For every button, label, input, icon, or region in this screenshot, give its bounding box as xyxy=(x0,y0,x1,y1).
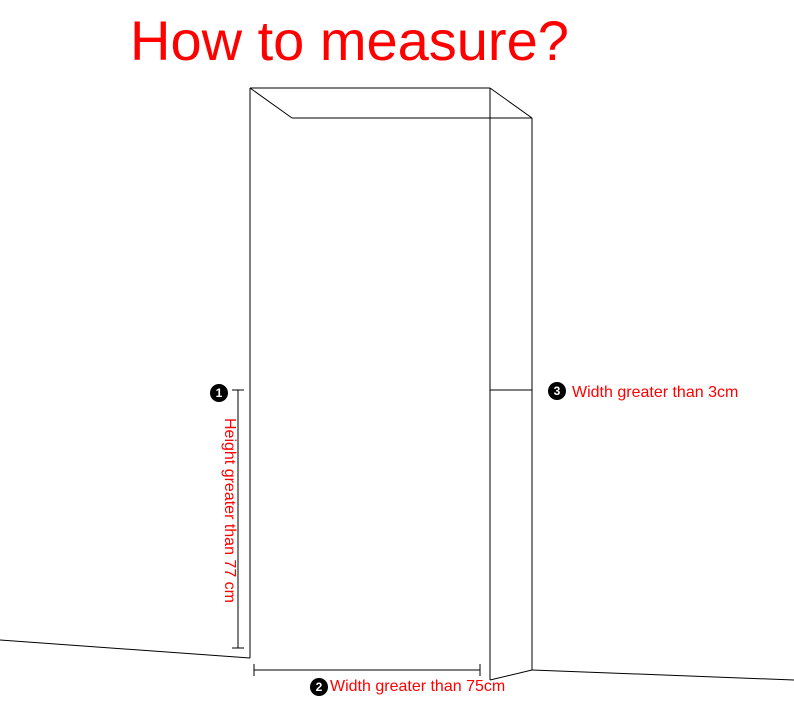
label-height: Height greater than 77 cm xyxy=(220,418,238,603)
badge-width-depth: 3 xyxy=(548,382,566,400)
door-diagram xyxy=(0,0,794,712)
label-width-bottom: Width greater than 75cm xyxy=(330,678,505,696)
badge-width-bottom: 2 xyxy=(310,678,328,696)
label-width-depth: Width greater than 3cm xyxy=(572,384,738,402)
badge-height: 1 xyxy=(210,384,228,402)
